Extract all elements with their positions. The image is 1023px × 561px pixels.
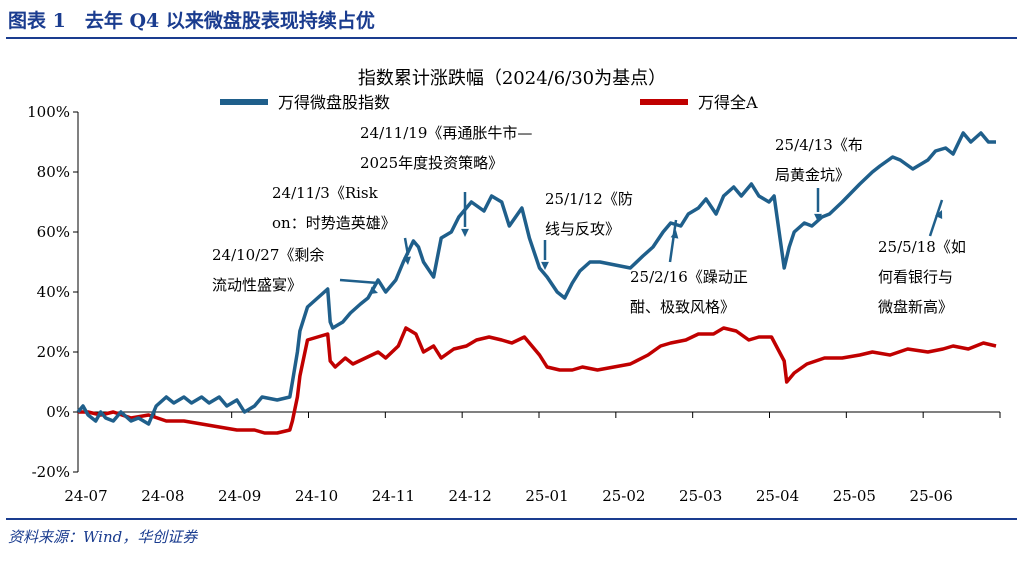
annotation-arrow-icon xyxy=(928,199,944,237)
x-tick-label: 24-09 xyxy=(218,487,261,505)
annotation-arrow-icon xyxy=(668,219,678,263)
annotation-text: 25/1/12《防 xyxy=(545,190,633,208)
y-tick-label: 100% xyxy=(27,103,70,121)
annotation-text: 酣、极致风格》 xyxy=(630,298,735,316)
y-tick-label: 40% xyxy=(37,283,70,301)
annotation-text: 25/5/18《如 xyxy=(878,238,966,256)
series-line-micro-cap xyxy=(76,131,996,426)
annotation-text: 何看银行与 xyxy=(878,268,953,286)
x-tick-label: 25-01 xyxy=(525,487,568,505)
legend-label-all-a: 万得全A xyxy=(698,93,758,112)
annotation-text: 2025年度投资策略》 xyxy=(360,154,503,172)
annotation-text: 局黄金坑》 xyxy=(775,166,850,184)
y-tick-label: -20% xyxy=(32,463,70,481)
legend: 万得微盘股指数 万得全A xyxy=(220,93,758,112)
x-tick-label: 25-06 xyxy=(910,487,953,505)
title-rule xyxy=(6,37,1017,39)
source-note: 资料来源：Wind，华创证券 xyxy=(8,528,198,546)
legend-label-micro-cap: 万得微盘股指数 xyxy=(278,93,390,112)
y-tick-label: 60% xyxy=(37,223,70,241)
x-tick-label: 25-02 xyxy=(602,487,645,505)
x-tick-label: 24-08 xyxy=(141,487,184,505)
annotation-arrow-icon xyxy=(403,237,410,256)
x-tick-label: 25-05 xyxy=(833,487,876,505)
annotation-arrowhead-icon xyxy=(461,228,469,237)
annotation-arrowhead-icon xyxy=(541,261,549,270)
annotation-text: 24/11/19《再通胀牛市— xyxy=(360,124,532,142)
axes: -20% 0% 20% 40% 60% 80% 100% 24-07 24-08 24-09 24-… xyxy=(27,103,1001,505)
annotation: 24/11/3《Risk on：时势造英雄》 xyxy=(272,184,411,265)
annotation-text: 25/2/16《躁动正 xyxy=(630,268,748,286)
x-tick-label: 24-11 xyxy=(372,487,415,505)
annotation-arrowhead-icon xyxy=(369,286,378,295)
y-tick-label: 20% xyxy=(37,343,70,361)
x-tick-label: 24-12 xyxy=(449,487,492,505)
annotation-text: on：时势造英雄》 xyxy=(272,214,396,232)
x-tick-label: 25-03 xyxy=(679,487,722,505)
x-tick-label: 24-10 xyxy=(295,487,338,505)
annotation: 24/11/19《再通胀牛市— 2025年度投资策略》 xyxy=(360,124,532,237)
annotation-arrowhead-icon xyxy=(403,256,411,265)
annotation-arrow-icon xyxy=(339,278,379,285)
annotation-text: 微盘新高》 xyxy=(878,298,953,316)
annotations-group: 24/10/27《剩余流动性盛宴》24/11/3《Riskon：时势造英雄》24… xyxy=(212,124,966,316)
series-group xyxy=(76,131,997,435)
figure-title: 图表 1 去年 Q4 以来微盘股表现持续占优 xyxy=(8,10,375,32)
x-tick-label: 24-07 xyxy=(64,487,107,505)
annotation-arrowhead-icon xyxy=(935,210,943,219)
y-tick-label: 80% xyxy=(37,163,70,181)
annotation-text: 流动性盛宴》 xyxy=(212,276,302,294)
x-tick-label: 25-04 xyxy=(756,487,799,505)
annotation-text: 24/11/3《Risk xyxy=(272,184,379,202)
footer-rule xyxy=(6,518,1017,520)
annotation-text: 25/4/13《布 xyxy=(775,136,863,154)
annotation-arrowhead-icon xyxy=(814,213,822,222)
series-line-all-a xyxy=(78,326,997,435)
annotation-text: 线与反攻》 xyxy=(545,220,620,238)
annotation-text: 24/10/27《剩余 xyxy=(212,246,324,264)
chart-title: 指数累计涨跌幅（2024/6/30为基点） xyxy=(358,68,666,89)
y-tick-label: 0% xyxy=(46,403,70,421)
annotation-arrowhead-icon xyxy=(670,230,679,239)
